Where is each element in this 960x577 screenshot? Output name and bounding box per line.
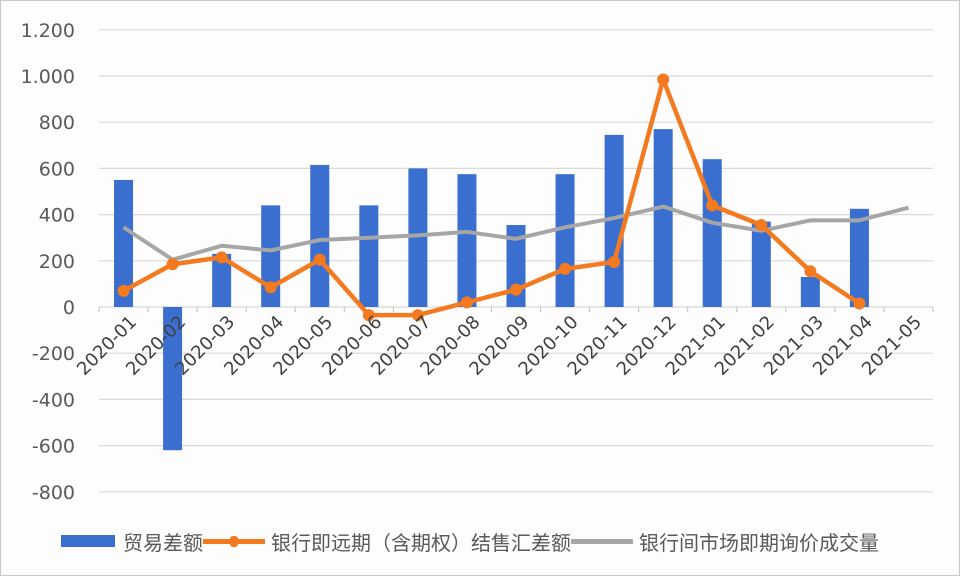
data-point-marker [166,258,179,271]
trade-balance-bar [261,205,281,307]
legend-label: 银行间市场即期询价成交量 [639,530,879,555]
legend-item-trade-balance: 贸易差额 [61,527,203,556]
data-point-marker [559,262,572,275]
data-point-marker [853,297,866,310]
legend-item-interbank-spot-volume: 银行间市场即期询价成交量 [571,527,879,556]
data-point-marker [264,281,277,294]
trade-balance-bar [212,253,232,307]
y-tick-label: 1.000 [21,66,75,88]
trade-balance-bar [457,174,477,307]
data-point-marker [215,251,228,264]
data-point-marker [117,284,130,297]
trade-balance-bar [751,221,771,307]
legend: 贸易差额 银行即远期（含期权）结售汇差额 银行间市场即期询价成交量 [61,523,879,559]
data-point-marker [608,255,621,268]
trade-balance-bar [163,307,183,451]
series-line [122,204,909,262]
data-point-marker [657,73,670,86]
y-tick-label: 400 [39,205,75,227]
trade-balance-bar [653,129,673,307]
trade-balance-bar [555,174,575,307]
trade-balance-bar [800,276,820,307]
y-tick-label: -600 [32,436,75,458]
y-tick-label: -200 [32,343,75,365]
line-swatch-icon [571,538,633,544]
y-tick-label: -800 [32,482,75,504]
legend-item-bank-fx-settlement: 银行即远期（含期权）结售汇差额 [203,527,571,556]
trade-balance-bar [408,168,428,307]
trade-balance-bar [849,208,869,307]
series-line [122,77,861,318]
line-marker-swatch-icon [203,535,265,547]
trade-balance-bar [310,164,330,307]
data-point-marker [411,309,424,322]
data-point-marker [755,218,768,231]
y-tick-label: 600 [39,158,75,180]
y-tick-label: 800 [39,112,75,134]
data-point-marker [460,296,473,309]
legend-label: 银行即远期（含期权）结售汇差额 [271,530,571,555]
trade-balance-bar [359,205,379,307]
data-point-marker [362,309,375,322]
data-point-marker [706,199,719,212]
trade-balance-bar [114,179,134,307]
y-tick-label: 0 [63,297,75,319]
y-tick-label: -400 [32,389,75,411]
data-point-marker [313,253,326,266]
y-tick-label: 200 [39,251,75,273]
trade-balance-bar [702,159,722,307]
y-tick-label: 1.200 [21,20,75,42]
data-point-marker [510,283,522,296]
legend-label: 贸易差额 [123,530,203,555]
bar-swatch-icon [61,535,115,547]
data-point-marker [804,265,817,278]
